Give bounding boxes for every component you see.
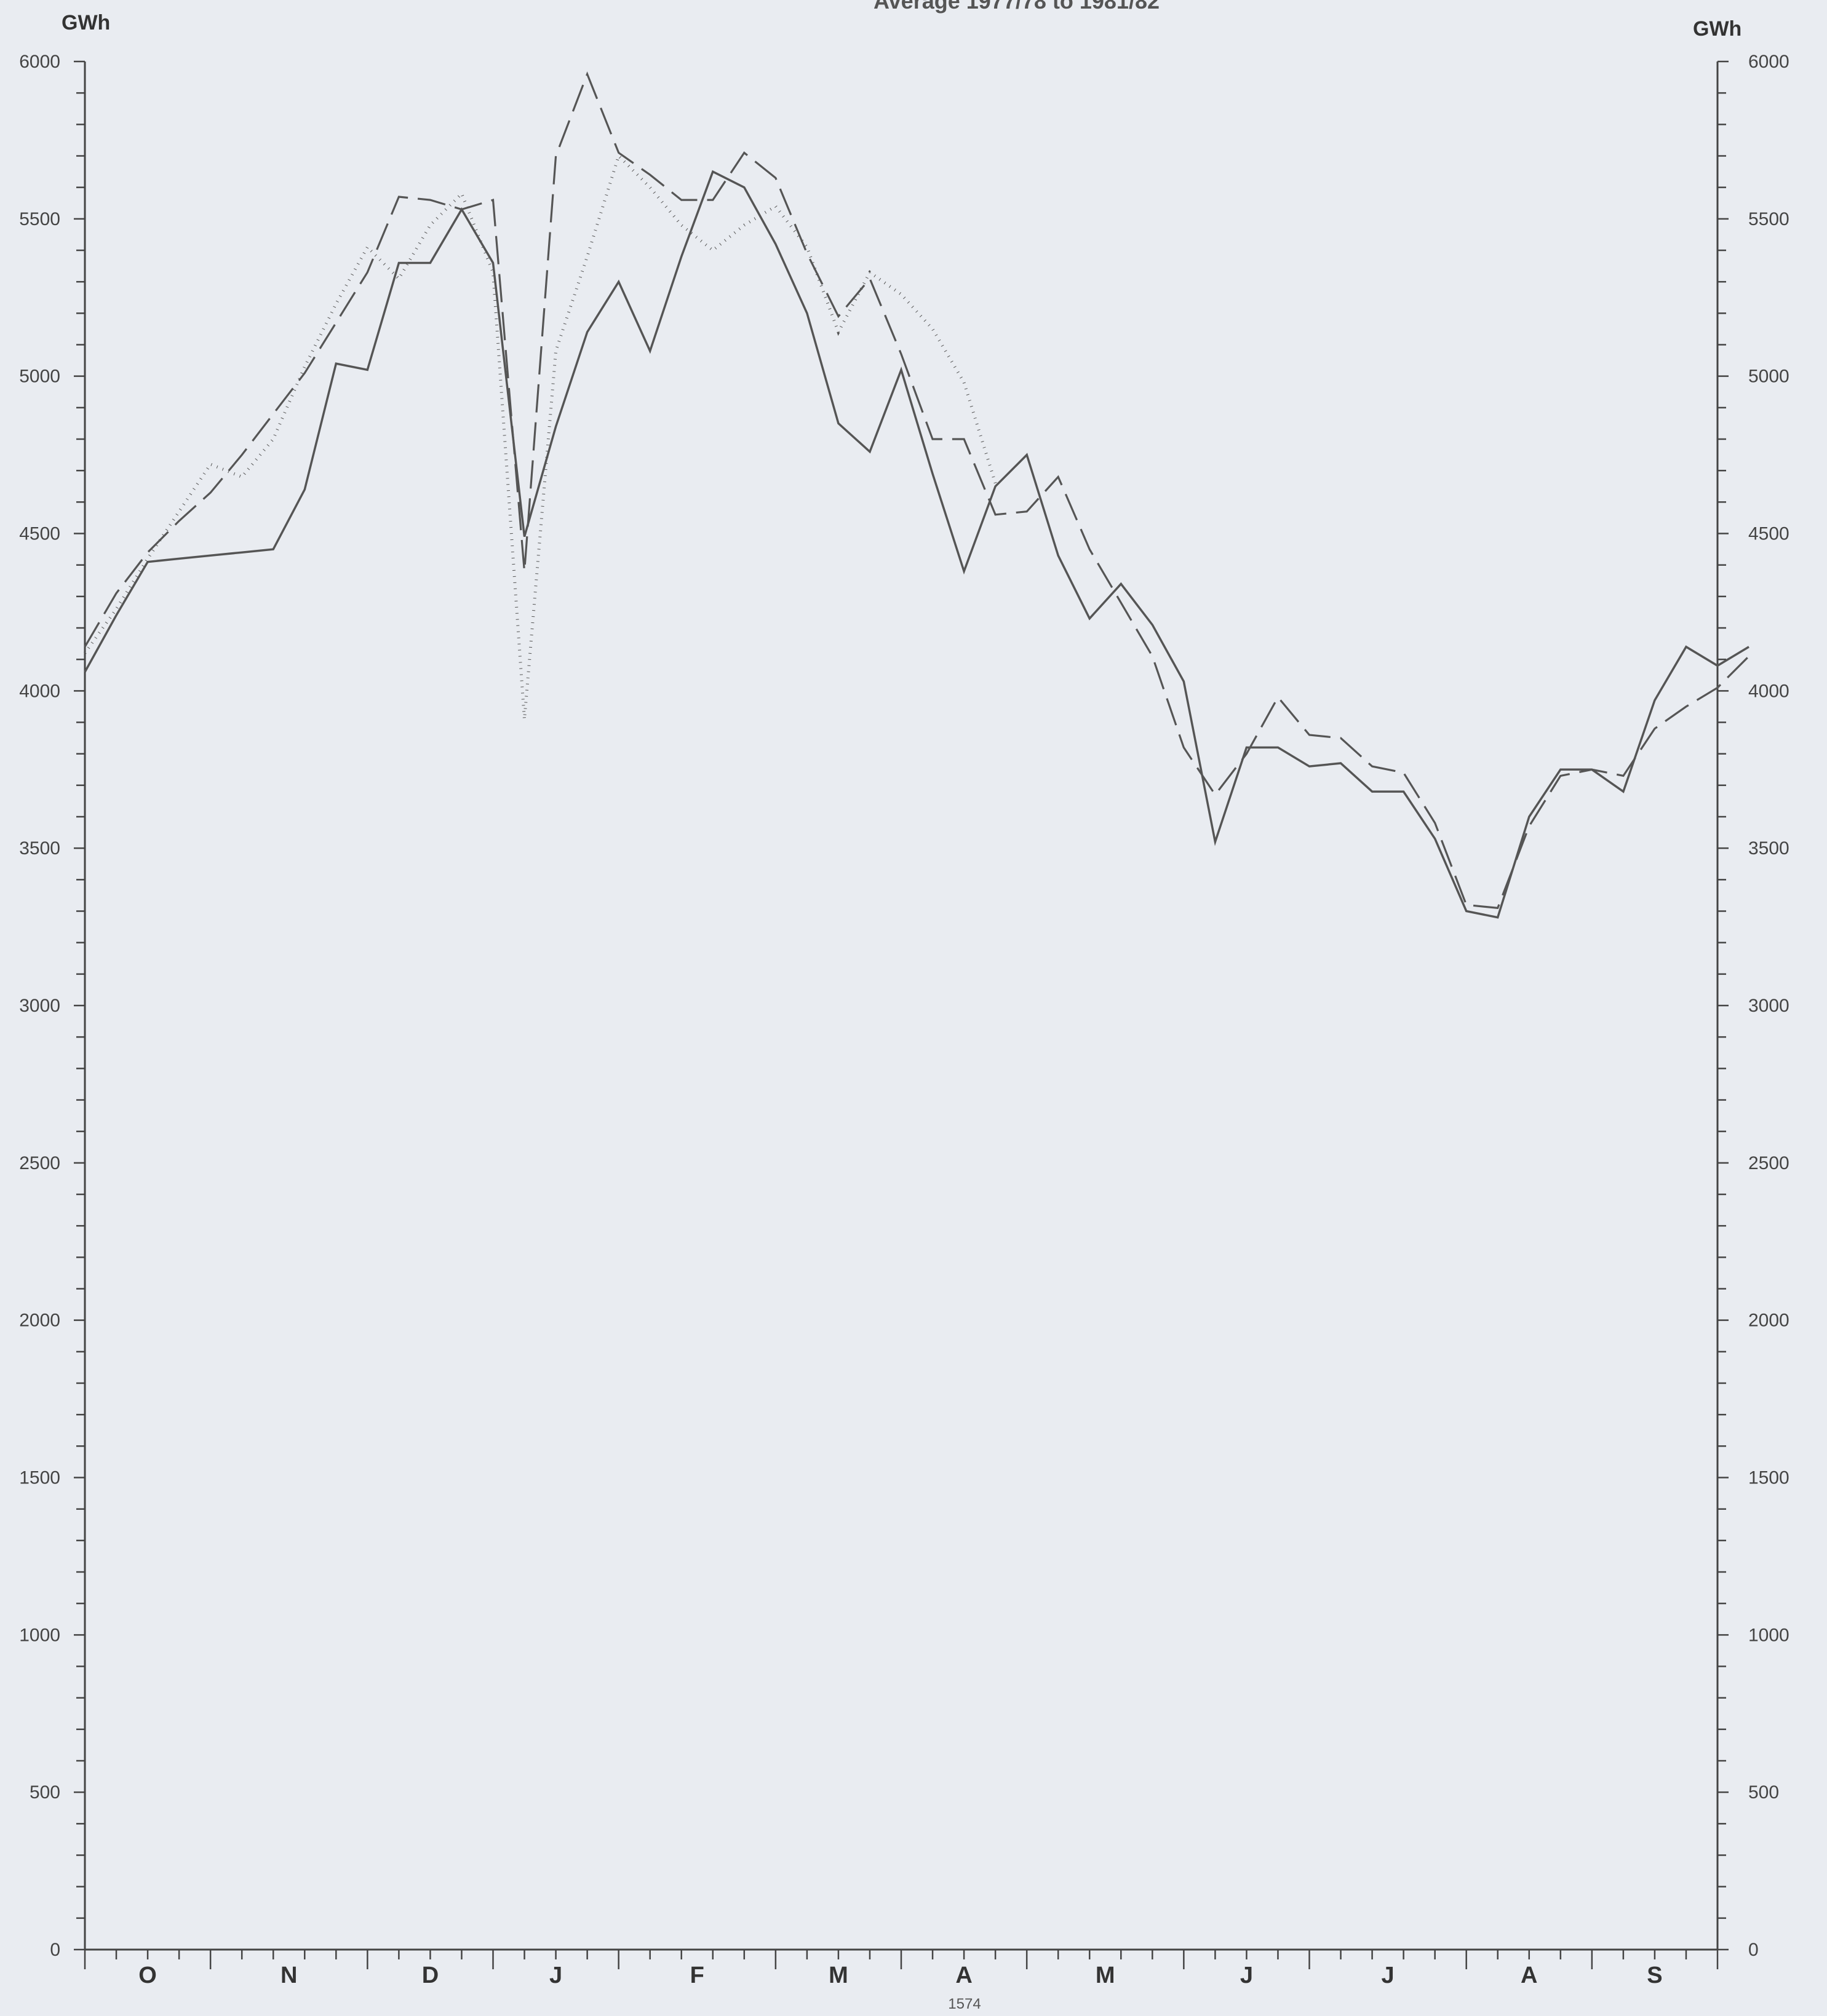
x-month-label: M	[829, 1962, 848, 1988]
left-y-tick-label: 1500	[19, 1468, 60, 1488]
right-y-tick-label: 5500	[1748, 209, 1789, 229]
left-y-tick-label: 3000	[19, 996, 60, 1016]
left-y-tick-label: 1000	[19, 1625, 60, 1645]
right-y-tick-label: 4500	[1748, 524, 1789, 544]
x-month-label: F	[690, 1962, 704, 1988]
x-month-label: N	[281, 1962, 297, 1988]
left-y-tick-label: 5000	[19, 367, 60, 387]
right-y-tick-label: 1500	[1748, 1468, 1789, 1488]
right-y-tick-label: 500	[1748, 1782, 1779, 1803]
left-axis-unit-label: GWh	[62, 11, 110, 34]
series-line-solid	[84, 170, 1749, 919]
x-month-label: A	[1521, 1962, 1537, 1988]
right-y-tick-label: 1000	[1748, 1625, 1789, 1645]
x-month-label: S	[1647, 1962, 1662, 1988]
right-y-tick-label: 3000	[1748, 996, 1789, 1016]
right-axis-unit-label: GWh	[1693, 17, 1741, 41]
x-month-label: J	[549, 1962, 562, 1988]
series-line-dotted	[83, 153, 997, 720]
x-month-label: J	[1240, 1962, 1253, 1988]
chart-title-fragment: Average 1977/78 to 1981/82	[874, 0, 1160, 14]
right-y-tick-label: 2500	[1748, 1153, 1789, 1173]
left-y-tick-label: 4500	[19, 524, 60, 544]
right-y-tick-label: 3500	[1748, 838, 1789, 859]
left-y-tick-label: 2000	[19, 1311, 60, 1331]
x-month-label: M	[1096, 1962, 1115, 1988]
x-month-label: J	[1382, 1962, 1395, 1988]
left-y-tick-label: 2500	[19, 1153, 60, 1173]
left-y-tick-label: 5500	[19, 209, 60, 229]
x-month-label: A	[955, 1962, 972, 1988]
x-month-label: O	[138, 1962, 157, 1988]
left-y-tick-label: 4000	[19, 681, 60, 701]
x-month-label: D	[422, 1962, 439, 1988]
right-y-tick-label: 5000	[1748, 367, 1789, 387]
left-y-tick-label: 6000	[19, 52, 60, 72]
page-number: 1574	[948, 1996, 981, 2012]
right-y-tick-label: 2000	[1748, 1311, 1789, 1331]
right-y-tick-label: 6000	[1748, 52, 1789, 72]
series-line-dashed	[84, 71, 1750, 910]
right-y-tick-label: 0	[1748, 1940, 1759, 1960]
series-group	[83, 71, 1750, 919]
axes-group: 0500100015002000250030003500400045005000…	[19, 52, 1789, 1988]
left-y-tick-label: 500	[30, 1782, 60, 1803]
left-y-tick-label: 0	[50, 1940, 60, 1960]
left-y-tick-label: 3500	[19, 838, 60, 859]
right-y-tick-label: 4000	[1748, 681, 1789, 701]
